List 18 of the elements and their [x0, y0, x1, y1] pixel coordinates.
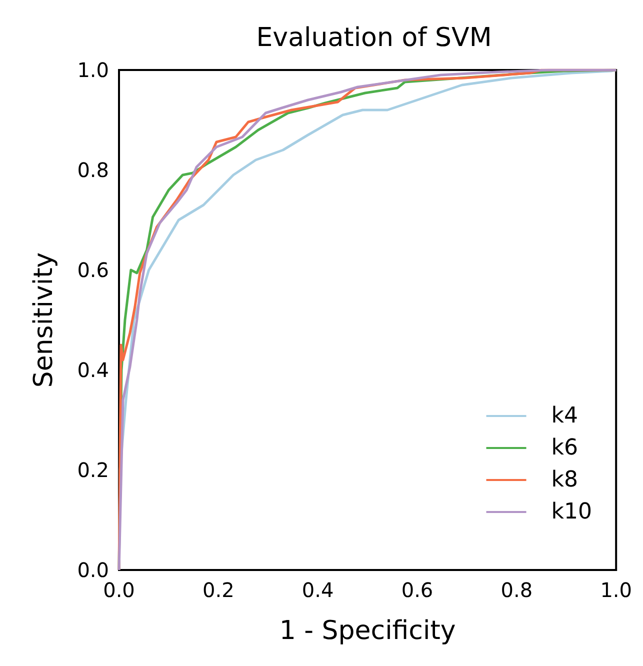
x-tick-label: 1.0 [600, 578, 632, 602]
chart-title: Evaluation of SVM [256, 23, 492, 53]
y-tick-label: 0.4 [77, 358, 109, 382]
x-tick-label: 0.6 [401, 578, 434, 602]
x-tick-label: 0.8 [500, 578, 533, 602]
y-tick-label: 0.6 [77, 258, 109, 282]
legend-label: k8 [551, 468, 578, 492]
y-tick-label: 0.8 [77, 158, 109, 182]
x-tick-label: 0.2 [202, 578, 234, 602]
y-tick-label: 0.2 [77, 458, 109, 482]
legend-label: k10 [551, 500, 592, 524]
legend-label: k6 [551, 436, 578, 460]
y-axis-title: Sensitivity [29, 252, 59, 388]
legend-label: k4 [551, 404, 578, 428]
x-tick-label: 0.4 [302, 578, 334, 602]
line-series [118, 68, 618, 572]
y-tick-label: 1.0 [77, 58, 109, 82]
x-axis-title: 1 - Specificity [279, 616, 456, 646]
